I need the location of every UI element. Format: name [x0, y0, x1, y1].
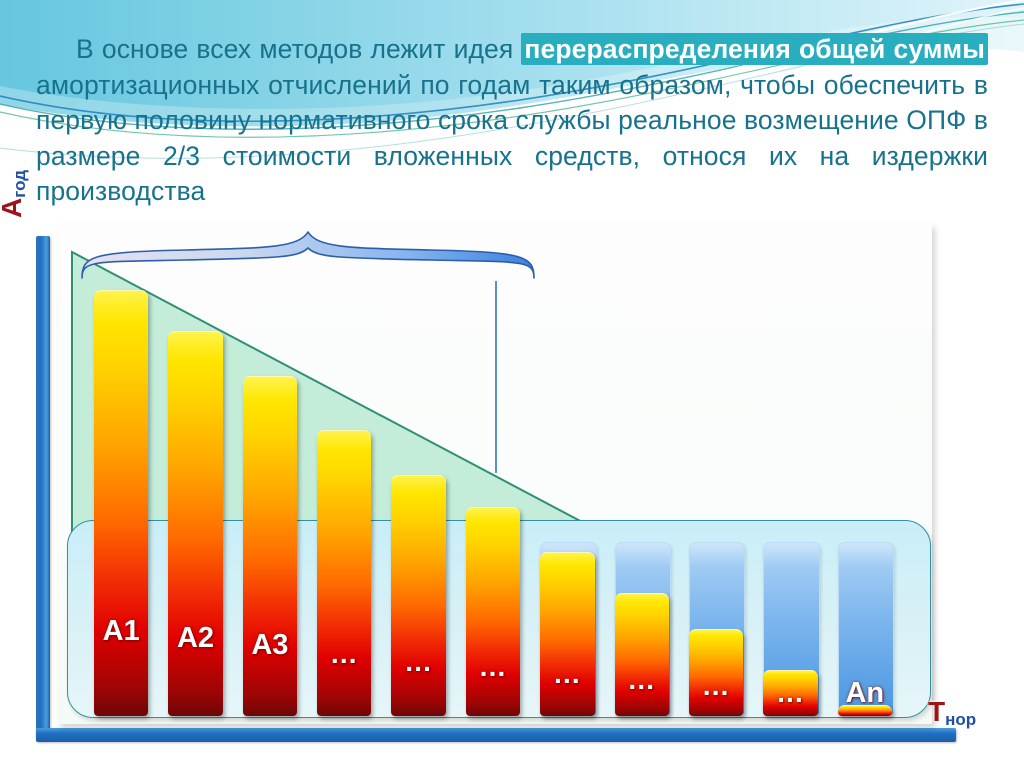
y-axis-label: Агод [0, 170, 30, 218]
first-half-brace [81, 231, 535, 279]
paragraph-line-2: амортизационных отчислений по годам таки… [36, 69, 988, 100]
bar-7: … [540, 552, 595, 716]
bar-label-9: … [701, 670, 731, 702]
bar-6: … [465, 507, 521, 716]
bar-9: … [688, 629, 744, 716]
bar-chart: Агод Тнор A1 A2 A3 … … … … … … … An [0, 170, 1024, 767]
bar-label-2: A2 [176, 621, 215, 654]
y-axis [36, 236, 50, 740]
bar-11: An [837, 677, 892, 716]
bar-label-6: … [478, 650, 508, 682]
bar-label-7: … [552, 657, 582, 689]
bar-label-5: … [404, 645, 434, 677]
paragraph-line-4: размере 2/3 стоимости вложенных средств,… [36, 140, 988, 171]
bar-1: A1 [94, 290, 149, 716]
bar-4: … [317, 430, 372, 716]
bar-label-10: … [775, 676, 805, 708]
bar-label-1: A1 [102, 615, 140, 648]
bar-2: A2 [168, 330, 223, 716]
x-axis-label: Тнор [928, 696, 976, 730]
uniform-bar [837, 542, 894, 716]
plot-area: A1 A2 A3 … … … … … … … An [58, 224, 932, 724]
bar-label-3: A3 [251, 628, 289, 661]
slide-body-text: В основе всех методов лежит идея перерас… [36, 32, 988, 210]
highlight-phrase: перераспределения общей суммы [521, 33, 988, 65]
y-axis-label-main: А [0, 198, 27, 218]
bar-5: … [391, 475, 446, 716]
brace-leader-line [495, 281, 497, 473]
bar-3: A3 [242, 376, 298, 716]
paragraph-line-1: В основе всех методов лежит идея [76, 34, 522, 64]
bar-10: … [763, 669, 818, 716]
y-axis-label-sub: год [10, 169, 30, 198]
bar-label-8: … [627, 664, 657, 696]
bar-8: … [614, 592, 669, 716]
x-axis [36, 728, 956, 742]
x-axis-label-main: Т [928, 696, 946, 727]
paragraph-line-3: первую половину нормативного срока служб… [36, 105, 988, 135]
bar-label-4: … [329, 638, 359, 670]
x-axis-label-sub: нор [945, 710, 977, 730]
paragraph-line-5: производства [36, 176, 206, 206]
